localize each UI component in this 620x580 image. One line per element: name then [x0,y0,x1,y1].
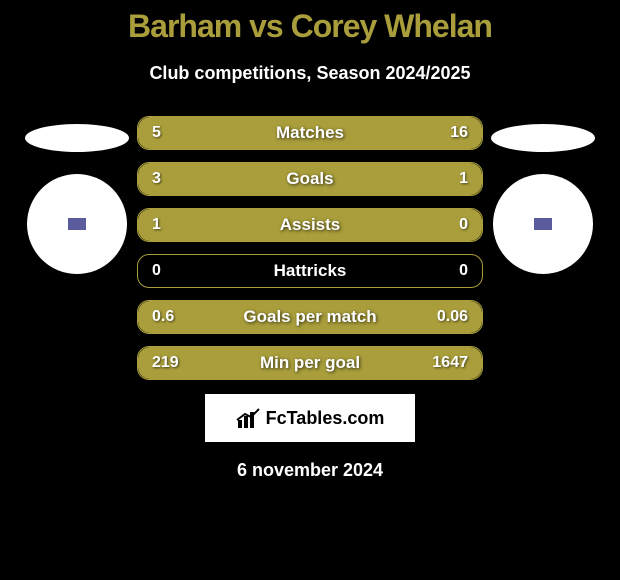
comparison-row: 5 Matches 16 3 Goals 1 1 Assists 0 0 Hattricks 0 0.6… [0,116,620,380]
right-club-icon [532,216,554,232]
stat-bar: 0 Hattricks 0 [137,254,483,288]
stat-value-right: 1 [459,170,468,188]
stat-bar: 3 Goals 1 [137,162,483,196]
stat-label: Assists [280,215,340,235]
stat-value-right: 0 [459,216,468,234]
stat-bar: 219 Min per goal 1647 [137,346,483,380]
stat-value-left: 0 [152,262,161,280]
stat-bar: 1 Assists 0 [137,208,483,242]
stat-fill-right [396,163,482,195]
stat-value-right: 0 [459,262,468,280]
stat-value-right: 0.06 [437,308,468,326]
brand-text: FcTables.com [266,408,385,429]
stat-fill-right [220,117,482,149]
stat-value-left: 0.6 [152,308,174,326]
brand-chart-icon [236,408,260,428]
stat-value-right: 16 [450,124,468,142]
stat-value-right: 1647 [432,354,468,372]
right-player-col [491,116,595,274]
left-club-icon [66,216,88,232]
stat-fill-left [138,163,396,195]
brand-box: FcTables.com [205,394,415,442]
page-title: Barham vs Corey Whelan [0,8,620,45]
right-flag-icon [491,124,595,152]
left-player-col [25,116,129,274]
stat-label: Matches [276,123,344,143]
stat-value-left: 5 [152,124,161,142]
stat-fill-left [138,117,220,149]
stats-bars: 5 Matches 16 3 Goals 1 1 Assists 0 0 Hattricks 0 0.6… [137,116,483,380]
left-club-badge [27,174,127,274]
stat-value-left: 219 [152,354,179,372]
stat-bar: 0.6 Goals per match 0.06 [137,300,483,334]
stat-bar: 5 Matches 16 [137,116,483,150]
stat-label: Goals [286,169,333,189]
stat-value-left: 3 [152,170,161,188]
subtitle: Club competitions, Season 2024/2025 [0,63,620,84]
right-club-badge [493,174,593,274]
stat-value-left: 1 [152,216,161,234]
stat-label: Goals per match [243,307,376,327]
stat-label: Hattricks [274,261,347,281]
date-text: 6 november 2024 [0,460,620,481]
left-flag-icon [25,124,129,152]
stat-label: Min per goal [260,353,360,373]
